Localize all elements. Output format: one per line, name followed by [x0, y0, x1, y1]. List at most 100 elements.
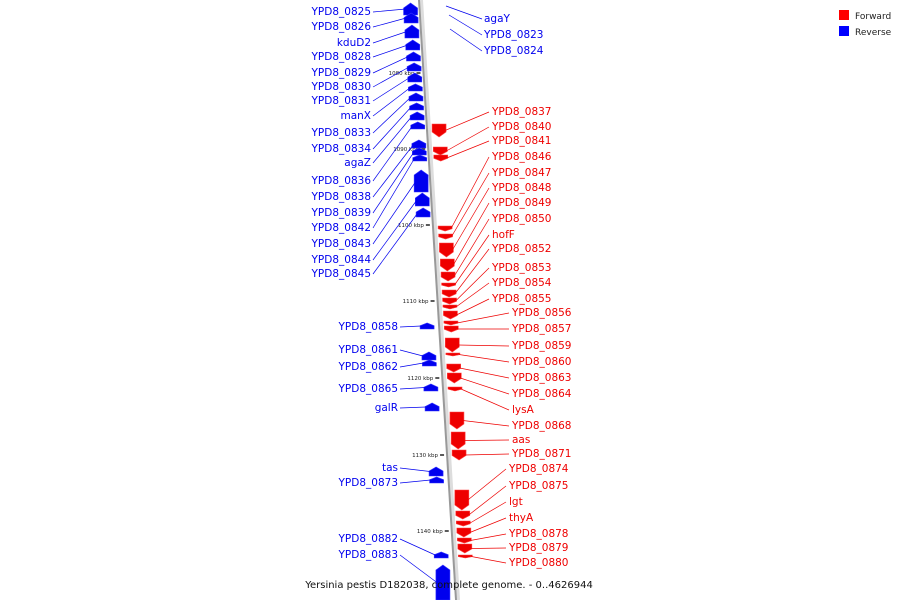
gene-label[interactable]: YPD8_0859	[511, 340, 571, 352]
forward-gene-glyph[interactable]	[450, 431, 466, 450]
reverse-gene-glyph[interactable]	[405, 39, 421, 51]
gene-label[interactable]: YPD8_0861	[338, 344, 398, 356]
gene-label[interactable]: YPD8_0841	[491, 135, 551, 147]
forward-gene-glyph[interactable]	[457, 543, 473, 554]
forward-gene-glyph[interactable]	[437, 225, 453, 232]
forward-gene-glyph[interactable]	[438, 233, 453, 240]
forward-gene-glyph[interactable]	[433, 146, 448, 156]
forward-gene-glyph[interactable]	[447, 386, 463, 392]
gene-label[interactable]: tas	[382, 462, 398, 474]
gene-label[interactable]: agaY	[484, 13, 511, 25]
forward-gene-glyph[interactable]	[442, 304, 458, 310]
gene-label[interactable]: YPD8_0874	[508, 463, 569, 475]
forward-gene-glyph[interactable]	[442, 297, 457, 305]
reverse-gene-glyph[interactable]	[408, 83, 423, 92]
gene-label[interactable]: YPD8_0843	[311, 238, 371, 250]
gene-label[interactable]: lysA	[512, 404, 535, 416]
forward-gene-glyph[interactable]	[457, 537, 472, 544]
reverse-gene-glyph[interactable]	[406, 62, 422, 72]
forward-gene-glyph[interactable]	[451, 449, 467, 461]
gene-label[interactable]: aas	[512, 434, 530, 446]
gene-label[interactable]: YPD8_0840	[491, 121, 551, 133]
forward-gene-glyph[interactable]	[444, 337, 460, 353]
gene-label[interactable]: YPD8_0883	[338, 549, 398, 561]
reverse-gene-glyph[interactable]	[411, 139, 427, 149]
forward-gene-glyph[interactable]	[440, 271, 456, 282]
gene-label[interactable]: YPD8_0873	[338, 477, 398, 489]
gene-label[interactable]: manX	[340, 110, 371, 122]
reverse-gene-glyph[interactable]	[433, 551, 449, 559]
forward-gene-glyph[interactable]	[440, 258, 455, 272]
gene-label[interactable]: YPD8_0880	[508, 557, 568, 569]
forward-gene-glyph[interactable]	[455, 510, 471, 520]
gene-label[interactable]: lgt	[509, 496, 523, 508]
forward-gene-glyph[interactable]	[445, 352, 461, 357]
gene-label[interactable]: YPD8_0855	[491, 293, 551, 305]
gene-label[interactable]: YPD8_0829	[311, 67, 371, 79]
gene-label[interactable]: YPD8_0823	[483, 29, 543, 41]
gene-label[interactable]: YPD8_0833	[311, 127, 371, 139]
gene-label[interactable]: YPD8_0838	[311, 191, 371, 203]
gene-label[interactable]: galR	[375, 402, 398, 414]
reverse-gene-glyph[interactable]	[409, 102, 424, 111]
gene-label[interactable]: YPD8_0862	[338, 361, 398, 373]
gene-label[interactable]: YPD8_0824	[483, 45, 544, 57]
gene-label[interactable]: agaZ	[344, 157, 371, 169]
gene-label[interactable]: YPD8_0865	[338, 383, 398, 395]
gene-label[interactable]: YPD8_0826	[311, 21, 372, 33]
gene-label[interactable]: YPD8_0860	[511, 356, 571, 368]
gene-label[interactable]: YPD8_0846	[491, 151, 552, 163]
reverse-gene-glyph[interactable]	[412, 154, 428, 162]
forward-gene-glyph[interactable]	[443, 320, 459, 326]
gene-label[interactable]: YPD8_0852	[491, 243, 551, 255]
gene-label[interactable]: YPD8_0825	[311, 6, 371, 18]
forward-gene-glyph[interactable]	[433, 154, 449, 162]
gene-label[interactable]: YPD8_0839	[311, 207, 371, 219]
gene-label[interactable]: YPD8_0848	[491, 182, 551, 194]
gene-label[interactable]: YPD8_0879	[508, 542, 568, 554]
gene-label[interactable]: YPD8_0844	[311, 254, 372, 266]
reverse-gene-glyph[interactable]	[408, 92, 424, 102]
reverse-gene-glyph[interactable]	[404, 24, 420, 39]
reverse-gene-glyph[interactable]	[415, 207, 431, 218]
gene-label[interactable]: YPD8_0863	[511, 372, 571, 384]
gene-label[interactable]: YPD8_0875	[508, 480, 568, 492]
gene-label[interactable]: YPD8_0849	[491, 197, 551, 209]
forward-gene-glyph[interactable]	[454, 489, 470, 511]
gene-label[interactable]: YPD8_0842	[311, 222, 371, 234]
reverse-gene-glyph[interactable]	[429, 476, 444, 484]
reverse-gene-glyph[interactable]	[419, 322, 435, 330]
forward-gene-glyph[interactable]	[441, 289, 457, 298]
gene-label[interactable]: YPD8_0837	[491, 106, 551, 118]
forward-gene-glyph[interactable]	[446, 363, 461, 373]
gene-label[interactable]: YPD8_0830	[311, 81, 371, 93]
reverse-gene-glyph[interactable]	[413, 169, 429, 193]
reverse-gene-glyph[interactable]	[410, 121, 426, 130]
gene-label[interactable]: YPD8_0878	[508, 528, 568, 540]
reverse-gene-glyph[interactable]	[409, 111, 425, 121]
reverse-gene-glyph[interactable]	[428, 466, 444, 477]
gene-label[interactable]: YPD8_0882	[338, 533, 398, 545]
forward-gene-glyph[interactable]	[458, 554, 473, 559]
forward-gene-glyph[interactable]	[456, 527, 472, 538]
gene-label[interactable]: YPD8_0856	[511, 307, 572, 319]
forward-gene-glyph[interactable]	[441, 282, 456, 288]
gene-label[interactable]: kduD2	[337, 37, 371, 49]
gene-label[interactable]: YPD8_0845	[311, 268, 371, 280]
gene-label[interactable]: YPD8_0847	[491, 167, 551, 179]
gene-label[interactable]: YPD8_0853	[491, 262, 551, 274]
reverse-gene-glyph[interactable]	[415, 192, 430, 207]
gene-label[interactable]: hofF	[492, 229, 515, 241]
gene-label[interactable]: YPD8_0850	[491, 213, 551, 225]
reverse-gene-glyph[interactable]	[407, 72, 423, 83]
reverse-gene-glyph[interactable]	[412, 147, 427, 156]
reverse-gene-glyph[interactable]	[424, 402, 440, 412]
forward-gene-glyph[interactable]	[447, 372, 462, 384]
gene-label[interactable]: YPD8_0831	[311, 95, 371, 107]
gene-label[interactable]: YPD8_0871	[511, 448, 571, 460]
forward-gene-glyph[interactable]	[455, 520, 471, 527]
gene-label[interactable]: YPD8_0858	[338, 321, 398, 333]
reverse-gene-glyph[interactable]	[435, 564, 451, 600]
reverse-gene-glyph[interactable]	[421, 351, 437, 361]
gene-label[interactable]: YPD8_0828	[311, 51, 371, 63]
